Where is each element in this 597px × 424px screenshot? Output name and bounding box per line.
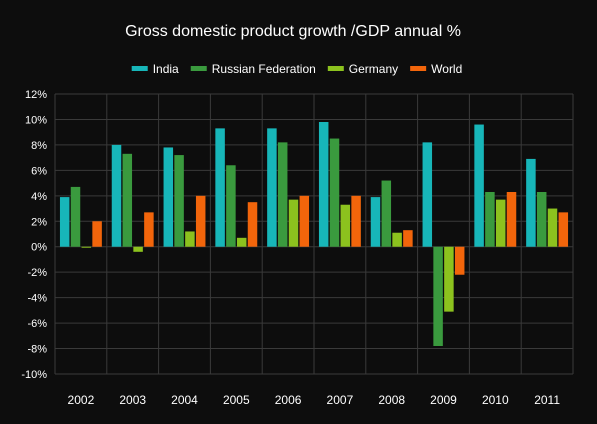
bar-world-2011	[558, 212, 569, 247]
bar-germany-2002	[81, 246, 92, 248]
bar-russian-federation-2006	[277, 142, 288, 247]
bar-russian-federation-2002	[70, 186, 81, 247]
bar-russian-federation-2005	[226, 165, 236, 247]
bar-germany-2011	[547, 208, 558, 247]
y-tick-label: 10%	[25, 114, 47, 126]
x-tick-label: 2005	[223, 393, 250, 407]
bar-india-2007	[318, 122, 329, 247]
legend-label: Germany	[349, 62, 398, 76]
bar-world-2006	[299, 195, 310, 247]
bar-india-2002	[59, 197, 70, 247]
legend-item[interactable]: World	[410, 62, 462, 76]
y-tick-label: -10%	[21, 369, 47, 381]
x-tick-label: 2010	[482, 393, 509, 407]
x-tick-label: 2009	[430, 393, 457, 407]
bar-russian-federation-2004	[174, 155, 184, 247]
bar-germany-2005	[236, 237, 247, 247]
bar-germany-2003	[133, 246, 143, 252]
bar-india-2008	[370, 197, 381, 247]
bar-germany-2008	[392, 232, 402, 247]
x-axis-ticks: 2002 2003 2004 2005 2006 2007 2008 2009 2010 2011	[68, 393, 561, 407]
bar-india-2010	[474, 124, 484, 247]
bar-russian-federation-2008	[381, 180, 392, 247]
legend-item[interactable]: India	[131, 62, 179, 76]
x-tick-label: 2003	[119, 393, 146, 407]
legend-label: World	[431, 62, 462, 76]
bar-india-2003	[111, 144, 122, 247]
legend-swatch	[327, 66, 344, 71]
y-tick-label: -4%	[27, 293, 47, 305]
bar-russian-federation-2010	[485, 192, 495, 247]
y-tick-label: 12%	[25, 89, 47, 101]
legend-swatch	[410, 66, 427, 71]
bar-world-2004	[195, 195, 206, 247]
bar-germany-2010	[495, 199, 506, 247]
bar-world-2007	[351, 195, 361, 247]
legend-item[interactable]: Russian Federation	[190, 62, 316, 76]
bar-layer	[59, 122, 569, 346]
bar-russian-federation-2007	[329, 138, 340, 247]
legend-item[interactable]: Germany	[327, 62, 398, 76]
grid-layer	[54, 93, 574, 375]
legend-swatch	[190, 66, 207, 71]
y-tick-label: -6%	[27, 318, 47, 330]
x-tick-label: 2008	[378, 393, 405, 407]
x-tick-label: 2002	[68, 393, 95, 407]
y-tick-label: -2%	[27, 267, 47, 279]
legend-label: Russian Federation	[212, 62, 316, 76]
x-tick-label: 2011	[534, 393, 560, 407]
bar-india-2006	[267, 128, 277, 247]
bar-world-2002	[92, 221, 102, 247]
bar-india-2011	[526, 158, 536, 247]
bar-germany-2004	[185, 231, 195, 247]
chart-title: Gross domestic product growth /GDP annua…	[125, 23, 461, 40]
bar-russian-federation-2003	[122, 153, 133, 247]
bar-world-2005	[247, 202, 258, 247]
bar-world-2008	[403, 230, 413, 247]
x-tick-label: 2006	[275, 393, 302, 407]
y-tick-label: 8%	[31, 140, 47, 152]
bar-world-2009	[454, 246, 465, 275]
bar-world-2003	[144, 212, 154, 247]
y-tick-label: 4%	[31, 191, 47, 203]
y-tick-label: 2%	[31, 216, 47, 228]
legend-label: India	[153, 62, 179, 76]
bar-russian-federation-2009	[433, 246, 443, 346]
x-tick-label: 2007	[327, 393, 354, 407]
bar-germany-2009	[444, 246, 454, 312]
y-tick-label: 6%	[31, 165, 47, 177]
bar-india-2009	[422, 142, 433, 247]
bar-germany-2006	[288, 199, 299, 247]
legend: India Russian Federation Germany World	[131, 62, 462, 76]
bar-world-2010	[506, 192, 517, 247]
bar-india-2004	[163, 147, 174, 247]
y-tick-label: -8%	[27, 344, 47, 356]
bar-india-2005	[215, 128, 225, 247]
y-axis-ticks: -10% -8% -6% -4% -2% 0% 2% 4% 6% 8% 10% 12%	[21, 89, 47, 381]
y-tick-label: 0%	[31, 242, 47, 254]
bar-russian-federation-2011	[536, 192, 547, 247]
x-tick-label: 2004	[171, 393, 198, 407]
legend-swatch	[131, 66, 148, 71]
bar-germany-2007	[340, 204, 351, 247]
